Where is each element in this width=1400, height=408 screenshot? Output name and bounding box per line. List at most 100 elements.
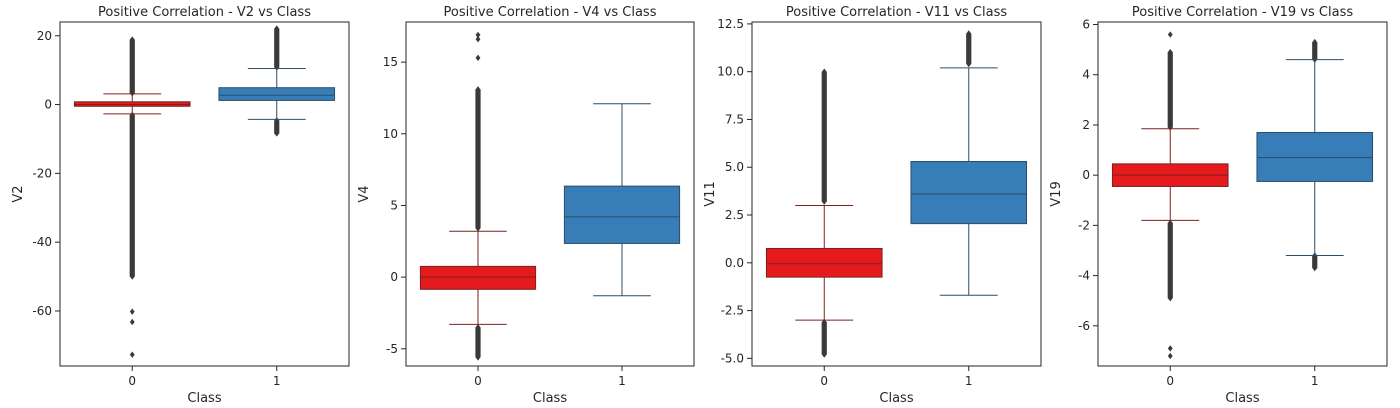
outlier-point [1167,48,1173,56]
axes-frame [1097,21,1388,367]
outlier-point [129,273,135,280]
x-axis-label: Class [533,391,567,406]
axes-frame [751,21,1042,367]
y-tick-label: -40 [32,235,52,249]
outlier-point [1167,345,1173,352]
y-tick-label: -20 [32,166,52,180]
iqr-box [563,185,681,244]
outlier-point [475,225,481,232]
outlier-cluster [821,322,827,355]
outlier-cluster [1167,52,1173,128]
box-class-1 [563,103,681,297]
outlier-point [274,117,280,124]
outlier-cluster [821,71,827,202]
iqr-box [910,161,1028,225]
outlier-point [274,130,280,137]
outlier-point [1312,264,1318,272]
x-tick-label: 1 [618,374,626,388]
axes-frame [405,21,695,367]
chart-panel-2: Positive Correlation - V4 vs Class-50510… [357,5,695,406]
outlier-cluster [475,327,481,358]
outlier-cluster [1312,42,1318,60]
box-class-1 [1256,38,1374,272]
x-tick-label: 0 [1166,374,1174,388]
x-tick-label: 0 [474,374,482,388]
x-axis-label: Class [879,391,913,406]
y-tick-label: -6 [1078,319,1090,333]
outlier-cluster [274,120,280,134]
outlier-point [475,324,481,331]
outlier-point [1312,38,1318,46]
outlier-point [475,31,481,39]
y-axis-label: V4 [357,185,372,202]
outlier-point [274,25,280,32]
x-tick-label: 0 [820,374,828,388]
outlier-cluster [966,33,972,65]
outlier-cluster [1312,255,1318,269]
chart-title: Positive Correlation - V19 vs Class [1132,5,1353,20]
y-tick-label: -5.0 [721,351,744,365]
outlier-cluster [1167,222,1173,299]
y-axis-label: V11 [703,181,718,206]
y-tick-label: 2 [1082,118,1090,132]
y-tick-label: 0 [44,98,52,112]
iqr-box [1256,131,1374,182]
x-tick-label: 1 [1311,374,1319,388]
box-class-0 [419,31,537,361]
iqr-box [73,101,191,107]
outlier-point [129,308,135,315]
y-tick-label: 10.0 [717,65,744,79]
chart-title: Positive Correlation - V4 vs Class [444,5,657,20]
box-class-1 [910,30,1028,296]
outlier-point [129,351,135,358]
outlier-point [274,64,280,71]
iqr-box [765,247,883,278]
chart-panel-4: Positive Correlation - V19 vs Class -6 -4 -… [1049,5,1388,406]
outlier-point [475,86,481,93]
y-tick-label: 0.0 [725,256,744,270]
y-axis-label: V2 [11,185,26,202]
box-class-0 [73,36,191,358]
outlier-point [1167,352,1173,360]
box-class-0 [1111,31,1229,360]
outlier-point [821,351,827,358]
x-tick-label: 0 [128,374,136,388]
y-tick-label: 0 [390,270,398,284]
outlier-cluster [274,28,280,68]
y-tick-label: -60 [32,304,52,318]
y-tick-label: 0 [1082,168,1090,182]
outlier-cluster [475,89,481,229]
outlier-point [1167,295,1173,302]
iqr-box [419,265,537,290]
outlier-point [129,318,135,326]
y-tick-label: 20 [37,29,52,43]
chart-title: Positive Correlation - V11 vs Class [786,5,1007,20]
chart-title: Positive Correlation - V2 vs Class [98,5,311,20]
outlier-point [1167,31,1173,38]
outlier-point [129,90,135,97]
y-tick-label: -2.5 [721,304,744,318]
x-axis-label: Class [1225,391,1259,406]
y-tick-label: -4 [1078,269,1090,283]
outlier-point [129,111,135,119]
outlier-point [966,60,972,68]
y-tick-label: 7.5 [725,112,744,126]
y-tick-label: 12.5 [717,17,744,31]
y-tick-label: 4 [1082,68,1090,82]
x-axis-label: Class [187,391,221,406]
y-tick-label: 5.0 [725,160,744,174]
y-tick-label: -2 [1078,218,1090,232]
outlier-point [821,198,827,205]
y-tick-label: 6 [1082,18,1090,32]
y-tick-label: 15 [383,55,398,69]
outlier-point [1167,219,1173,227]
outlier-point [966,30,972,37]
outlier-point [475,54,481,62]
chart-panel-3: Positive Correlation - V11 vs Class -5.0 -… [703,5,1042,406]
y-tick-label: -5 [386,342,398,356]
x-tick-label: 1 [965,374,973,388]
outlier-point [821,68,827,75]
axes-frame [59,21,350,367]
x-tick-label: 1 [273,374,281,388]
